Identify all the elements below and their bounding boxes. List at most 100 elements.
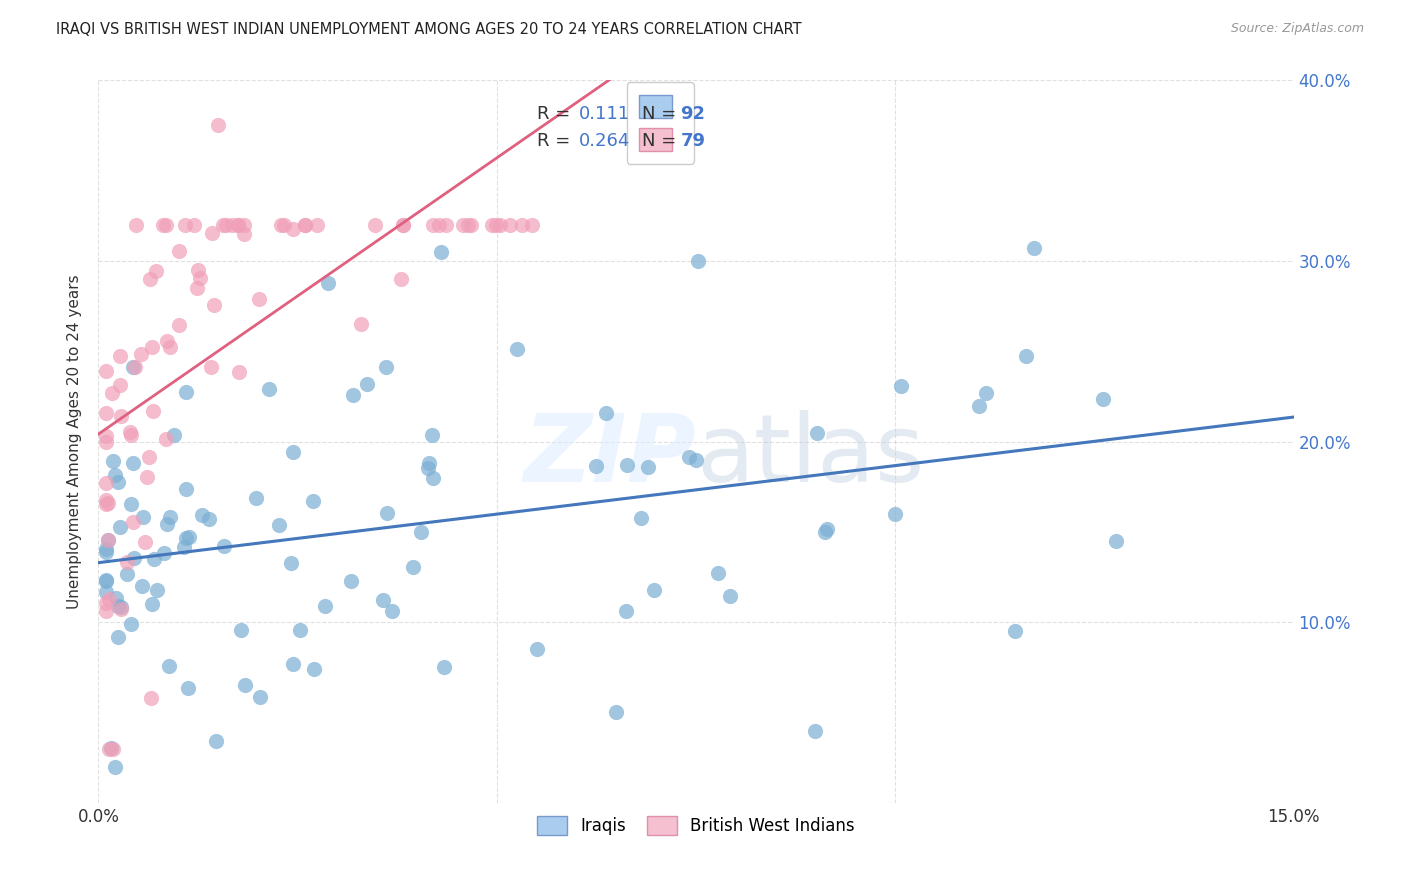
Text: IRAQI VS BRITISH WEST INDIAN UNEMPLOYMENT AMONG AGES 20 TO 24 YEARS CORRELATION : IRAQI VS BRITISH WEST INDIAN UNEMPLOYMEN…	[56, 22, 801, 37]
Iraqis	[101, 454, 124, 468]
British West Indians	[159, 340, 181, 354]
Iraqis	[418, 460, 440, 475]
Iraqis	[191, 508, 214, 522]
British West Indians	[141, 340, 163, 354]
British West Indians	[460, 218, 482, 232]
Iraqis	[314, 599, 336, 614]
British West Indians	[118, 425, 141, 440]
Iraqis	[976, 385, 998, 400]
British West Indians	[122, 515, 145, 529]
British West Indians	[139, 690, 162, 705]
British West Indians	[350, 317, 373, 331]
British West Indians	[125, 218, 148, 232]
British West Indians	[391, 218, 413, 232]
Iraqis	[430, 244, 453, 259]
Iraqis	[122, 359, 145, 374]
Text: N =: N =	[643, 132, 676, 150]
Iraqis	[132, 510, 155, 524]
British West Indians	[186, 263, 208, 277]
Iraqis	[152, 546, 174, 560]
British West Indians	[233, 218, 256, 232]
British West Indians	[155, 432, 177, 446]
Iraqis	[718, 590, 741, 604]
Iraqis	[107, 599, 129, 614]
British West Indians	[226, 218, 249, 232]
Iraqis	[817, 522, 839, 536]
Iraqis	[96, 545, 118, 559]
Iraqis	[1092, 392, 1115, 406]
Iraqis	[177, 681, 200, 695]
Text: 92: 92	[681, 105, 706, 123]
Iraqis	[685, 452, 707, 467]
Iraqis	[96, 585, 118, 599]
British West Indians	[96, 497, 118, 511]
British West Indians	[108, 377, 131, 392]
British West Indians	[96, 406, 118, 420]
Iraqis	[174, 531, 197, 545]
Iraqis	[110, 600, 132, 615]
Iraqis	[174, 482, 197, 496]
British West Indians	[98, 592, 121, 607]
British West Indians	[485, 218, 508, 232]
British West Indians	[138, 450, 160, 465]
Iraqis	[107, 475, 129, 489]
Iraqis	[214, 539, 236, 553]
Iraqis	[100, 740, 122, 755]
British West Indians	[294, 218, 316, 232]
Iraqis	[205, 733, 228, 747]
Iraqis	[257, 382, 280, 396]
Iraqis	[804, 723, 827, 738]
Iraqis	[283, 657, 305, 671]
British West Indians	[212, 218, 235, 232]
Text: R =: R =	[537, 105, 571, 123]
Iraqis	[96, 574, 118, 589]
British West Indians	[451, 218, 474, 232]
Iraqis	[145, 583, 167, 598]
Iraqis	[104, 468, 127, 483]
Iraqis	[249, 690, 271, 704]
British West Indians	[129, 347, 152, 361]
British West Indians	[142, 403, 165, 417]
Iraqis	[381, 604, 404, 618]
British West Indians	[305, 218, 328, 232]
British West Indians	[221, 218, 243, 232]
British West Indians	[389, 272, 412, 286]
Iraqis	[174, 384, 197, 399]
Iraqis	[643, 582, 665, 597]
Iraqis	[422, 428, 444, 442]
Iraqis	[340, 574, 363, 589]
Iraqis	[1004, 624, 1026, 639]
Text: N =: N =	[643, 105, 676, 123]
British West Indians	[120, 428, 142, 442]
Text: 79: 79	[681, 132, 706, 150]
Iraqis	[142, 552, 165, 566]
Iraqis	[678, 450, 700, 464]
British West Indians	[249, 292, 271, 306]
British West Indians	[110, 349, 132, 363]
Iraqis	[120, 617, 142, 632]
Iraqis	[173, 540, 195, 554]
Iraqis	[526, 642, 548, 657]
British West Indians	[101, 385, 124, 400]
British West Indians	[228, 365, 250, 379]
Iraqis	[585, 459, 607, 474]
British West Indians	[97, 496, 120, 510]
Iraqis	[967, 399, 990, 413]
Iraqis	[884, 507, 907, 521]
Iraqis	[159, 509, 181, 524]
Iraqis	[96, 542, 118, 557]
Text: atlas: atlas	[696, 410, 924, 502]
Iraqis	[229, 623, 252, 637]
Iraqis	[1014, 349, 1036, 363]
British West Indians	[422, 218, 444, 232]
British West Indians	[169, 244, 191, 258]
British West Indians	[96, 429, 118, 443]
British West Indians	[204, 298, 226, 312]
Text: Source: ZipAtlas.com: Source: ZipAtlas.com	[1230, 22, 1364, 36]
Iraqis	[122, 550, 145, 565]
Iraqis	[432, 659, 454, 673]
British West Indians	[135, 470, 157, 484]
Iraqis	[375, 360, 398, 375]
Iraqis	[97, 533, 120, 548]
British West Indians	[96, 475, 118, 490]
